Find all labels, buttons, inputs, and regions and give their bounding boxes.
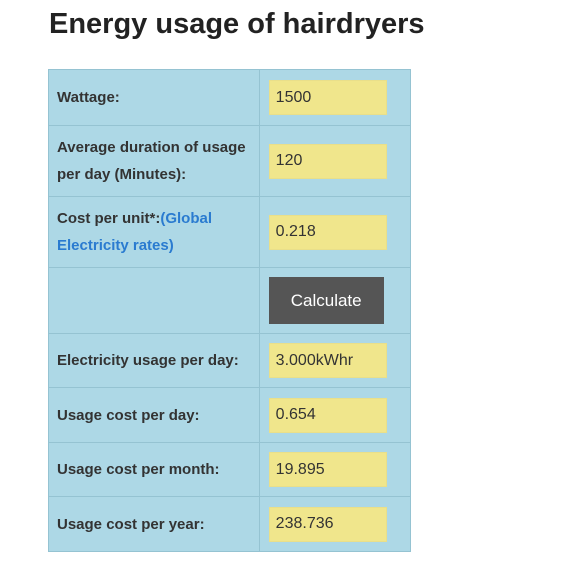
cost-per-month-cell [258,442,412,497]
cost-per-year-cell [258,496,412,552]
calculate-cell: Calculate [258,267,412,334]
wattage-row: Wattage: [48,69,412,126]
cost-per-unit-row: Cost per unit*:(Global Electricity rates… [48,196,412,268]
cost-per-year-row: Usage cost per year: [48,496,412,552]
cost-per-unit-label: Cost per unit*: [57,210,161,227]
cost-per-unit-label-cell: Cost per unit*:(Global Electricity rates… [48,196,260,268]
cost-per-day-cell [258,387,412,443]
cost-per-year-label: Usage cost per year: [48,496,260,552]
cost-per-year-output[interactable] [268,506,387,542]
usage-per-day-output[interactable] [268,343,387,378]
duration-label: Average duration of usage per day (Minut… [48,125,260,197]
cost-per-month-row: Usage cost per month: [48,442,412,497]
empty-cell [48,267,260,334]
usage-per-day-cell [258,333,412,388]
page-title: Energy usage of hairdryers [49,8,425,40]
cost-per-month-label: Usage cost per month: [48,442,260,497]
global-electricity-rates-link[interactable]: (Global Electricity rates) [57,210,213,254]
usage-per-day-row: Electricity usage per day: [48,333,412,388]
duration-input[interactable] [268,143,387,179]
wattage-cell [258,69,412,126]
cost-per-day-label: Usage cost per day: [48,387,260,443]
cost-per-unit-cell [258,196,412,268]
cost-per-unit-input[interactable] [268,214,387,250]
cost-per-day-row: Usage cost per day: [48,387,412,443]
wattage-label: Wattage: [48,69,260,126]
cost-per-day-output[interactable] [268,397,387,433]
calculate-button[interactable]: Calculate [268,277,384,324]
cost-per-month-output[interactable] [268,452,387,487]
calculate-row: Calculate [48,267,412,334]
energy-calculator-table: Wattage: Average duration of usage per d… [48,69,412,552]
wattage-input[interactable] [268,80,387,115]
duration-row: Average duration of usage per day (Minut… [48,125,412,197]
usage-per-day-label: Electricity usage per day: [48,333,260,388]
duration-cell [258,125,412,197]
